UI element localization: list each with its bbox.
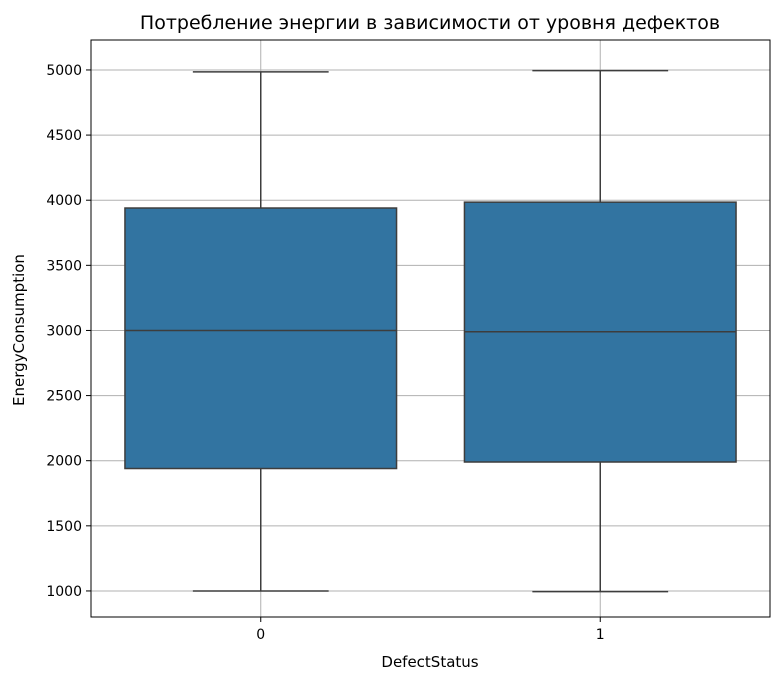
- box-group: [463, 69, 737, 593]
- y-tick-label: 4500: [46, 128, 82, 144]
- y-axis-title: EnergyConsumption: [10, 254, 28, 406]
- y-tick-label: 3500: [46, 258, 82, 274]
- y-tick-label: 1500: [46, 519, 82, 535]
- x-tick-label: 0: [256, 627, 265, 643]
- y-tick-label: 3000: [46, 323, 82, 339]
- y-tick-label: 2000: [46, 454, 82, 470]
- y-tick-label: 4000: [46, 193, 82, 209]
- y-tick-label: 5000: [46, 63, 82, 79]
- y-tick-label: 1000: [46, 584, 82, 600]
- plot-frame: [90, 39, 771, 618]
- chart-title: Потребление энергии в зависимости от уро…: [140, 12, 720, 34]
- x-axis-title: DefectStatus: [381, 653, 478, 671]
- box-group: [124, 71, 398, 592]
- box-layer: [124, 69, 737, 593]
- x-tick-label: 1: [596, 627, 605, 643]
- box-iqr: [124, 207, 398, 470]
- y-tick-label: 2500: [46, 389, 82, 405]
- tick-layer: 1000 1500 2000 2500 3000 3500 4000 4500 5000 0 1: [46, 63, 604, 643]
